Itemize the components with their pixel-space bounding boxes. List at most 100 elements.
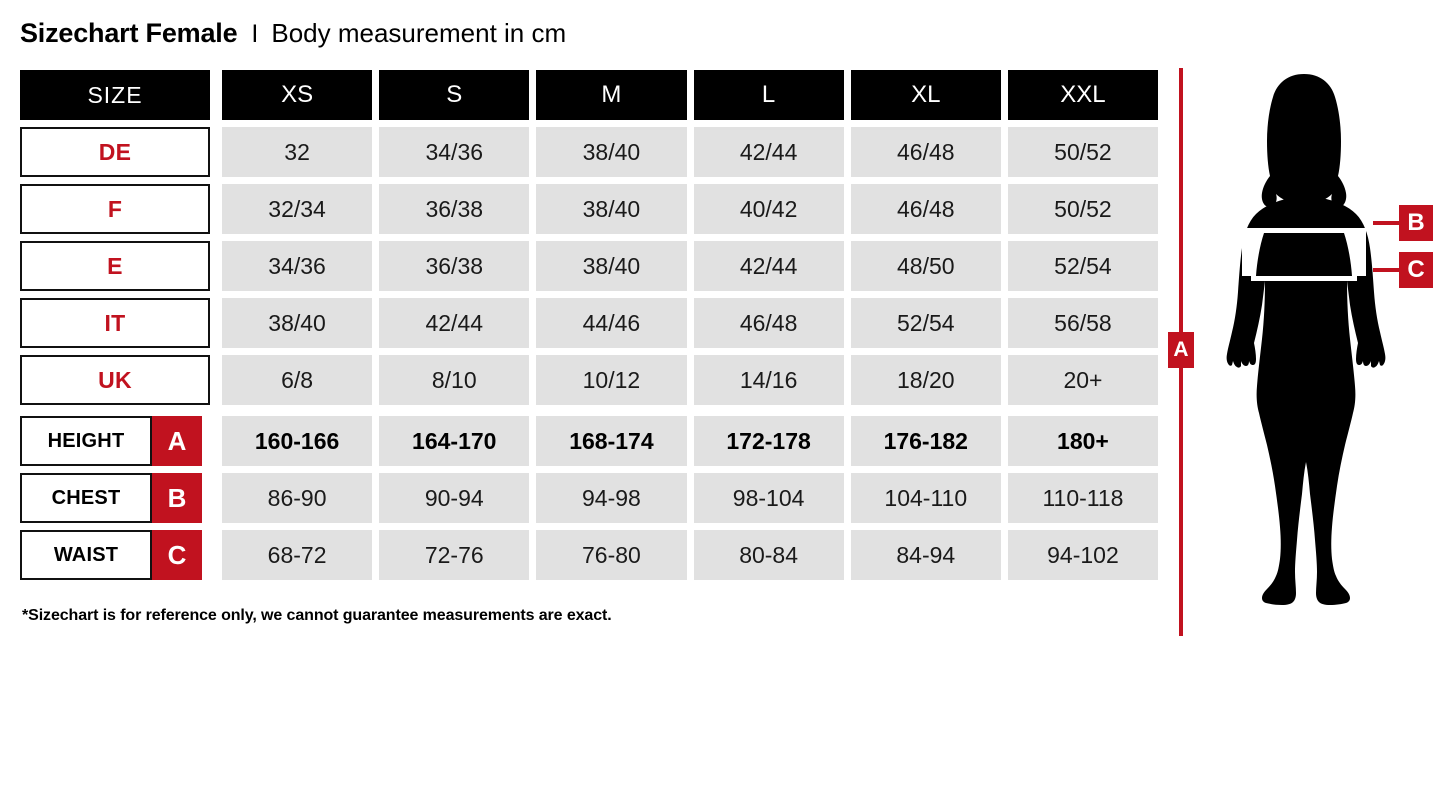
row-label-chest: CHEST: [51, 486, 121, 509]
cell-it-s: 42/44: [379, 298, 530, 348]
cell-e-m: 38/40: [536, 241, 687, 291]
cell-chest-xl: 104-110: [850, 473, 1001, 523]
row-cells-e: 34/36 36/38 38/40 42/44 48/50 52/54: [222, 241, 1159, 291]
figure-marker-c: C: [1399, 252, 1433, 288]
cell-chest-xs: 86-90: [222, 473, 373, 523]
header-label-cell: SIZE: [20, 70, 210, 120]
cell-uk-xxl: 20+: [1007, 355, 1159, 405]
header-size-cells: XS S M L XL XXL: [222, 70, 1159, 120]
figure-marker-b: B: [1399, 205, 1433, 241]
table-row: HEIGHT A 160-166 164-170 168-174 172-178…: [20, 416, 1159, 466]
callout-leader-line-b: [1373, 221, 1399, 225]
figure-callout-waist: C: [1373, 252, 1433, 288]
size-header-l: L: [693, 70, 844, 120]
cell-de-xl: 46/48: [850, 127, 1001, 177]
row-label-it: IT: [104, 309, 126, 336]
table-row: DE 32 34/36 38/40 42/44 46/48 50/52: [20, 127, 1159, 177]
cell-uk-xs: 6/8: [222, 355, 373, 405]
cell-height-s: 164-170: [379, 416, 530, 466]
title-separator: I: [251, 20, 259, 48]
marker-badge-b: B: [152, 473, 202, 523]
cell-waist-m: 76-80: [536, 530, 687, 580]
page-title-main: Sizechart Female: [20, 18, 238, 48]
cell-height-l: 172-178: [693, 416, 844, 466]
row-label-cell-height: HEIGHT A: [20, 416, 210, 466]
cell-e-xxl: 52/54: [1007, 241, 1159, 291]
female-silhouette-icon: [1226, 74, 1386, 605]
callout-leader-line-c: [1373, 268, 1399, 272]
cell-e-s: 36/38: [379, 241, 530, 291]
size-header-xl: XL: [850, 70, 1001, 120]
cell-f-xs: 32/34: [222, 184, 373, 234]
cell-waist-xxl: 94-102: [1007, 530, 1159, 580]
size-header-s: S: [379, 70, 530, 120]
row-cells-de: 32 34/36 38/40 42/44 46/48 50/52: [222, 127, 1159, 177]
row-cells-uk: 6/8 8/10 10/12 14/16 18/20 20+: [222, 355, 1159, 405]
row-cells-waist: 68-72 72-76 76-80 80-84 84-94 94-102: [222, 530, 1159, 580]
row-label-cell-e: E: [20, 241, 210, 291]
row-label-cell-waist: WAIST C: [20, 530, 210, 580]
cell-waist-xl: 84-94: [850, 530, 1001, 580]
header-label-text: SIZE: [87, 81, 143, 108]
cell-de-xs: 32: [222, 127, 373, 177]
cell-f-xl: 46/48: [850, 184, 1001, 234]
figure-marker-a: A: [1168, 332, 1194, 368]
cell-it-l: 46/48: [693, 298, 844, 348]
page-title: Sizechart Female I Body measurement in c…: [20, 18, 566, 49]
table-row: WAIST C 68-72 72-76 76-80 80-84 84-94 94…: [20, 530, 1159, 580]
cell-f-xxl: 50/52: [1007, 184, 1159, 234]
cell-it-xl: 52/54: [850, 298, 1001, 348]
cell-it-xs: 38/40: [222, 298, 373, 348]
size-header-xxl: XXL: [1007, 70, 1159, 120]
cell-f-m: 38/40: [536, 184, 687, 234]
cell-chest-xxl: 110-118: [1007, 473, 1159, 523]
row-label-cell-f: F: [20, 184, 210, 234]
row-label-waist: WAIST: [53, 543, 119, 566]
cell-f-l: 40/42: [693, 184, 844, 234]
row-label-uk: UK: [98, 366, 132, 393]
cell-chest-l: 98-104: [693, 473, 844, 523]
sizechart-table: SIZE XS S M L XL XXL DE 32 34/36: [20, 70, 1159, 587]
row-label-height: HEIGHT: [47, 429, 125, 452]
page-title-subtitle: Body measurement in cm: [271, 18, 567, 48]
cell-waist-s: 72-76: [379, 530, 530, 580]
cell-e-xs: 34/36: [222, 241, 373, 291]
cell-e-l: 42/44: [693, 241, 844, 291]
cell-f-s: 36/38: [379, 184, 530, 234]
table-row: CHEST B 86-90 90-94 94-98 98-104 104-110…: [20, 473, 1159, 523]
marker-badge-c: C: [152, 530, 202, 580]
cell-height-xl: 176-182: [850, 416, 1001, 466]
cell-waist-l: 80-84: [693, 530, 844, 580]
cell-uk-xl: 18/20: [850, 355, 1001, 405]
row-label-f: F: [107, 195, 123, 222]
cell-de-m: 38/40: [536, 127, 687, 177]
cell-height-xxl: 180+: [1007, 416, 1159, 466]
footnote-text: *Sizechart is for reference only, we can…: [22, 607, 612, 624]
cell-it-xxl: 56/58: [1007, 298, 1159, 348]
table-row: IT 38/40 42/44 44/46 46/48 52/54 56/58: [20, 298, 1159, 348]
cell-e-xl: 48/50: [850, 241, 1001, 291]
body-figure-panel: A B C: [1160, 60, 1441, 640]
row-label-de: DE: [98, 138, 132, 165]
cell-it-m: 44/46: [536, 298, 687, 348]
row-cells-it: 38/40 42/44 44/46 46/48 52/54 56/58: [222, 298, 1159, 348]
cell-de-s: 34/36: [379, 127, 530, 177]
cell-chest-m: 94-98: [536, 473, 687, 523]
cell-height-xs: 160-166: [222, 416, 373, 466]
cell-de-l: 42/44: [693, 127, 844, 177]
table-row: E 34/36 36/38 38/40 42/44 48/50 52/54: [20, 241, 1159, 291]
row-label-cell-chest: CHEST B: [20, 473, 210, 523]
row-cells-f: 32/34 36/38 38/40 40/42 46/48 50/52: [222, 184, 1159, 234]
table-row: UK 6/8 8/10 10/12 14/16 18/20 20+: [20, 355, 1159, 405]
row-label-cell-it: IT: [20, 298, 210, 348]
row-label-e: E: [107, 252, 123, 279]
cell-height-m: 168-174: [536, 416, 687, 466]
size-header-m: M: [536, 70, 687, 120]
cell-waist-xs: 68-72: [222, 530, 373, 580]
cell-uk-s: 8/10: [379, 355, 530, 405]
cell-uk-l: 14/16: [693, 355, 844, 405]
marker-badge-a: A: [152, 416, 202, 466]
row-cells-chest: 86-90 90-94 94-98 98-104 104-110 110-118: [222, 473, 1159, 523]
table-row: F 32/34 36/38 38/40 40/42 46/48 50/52: [20, 184, 1159, 234]
